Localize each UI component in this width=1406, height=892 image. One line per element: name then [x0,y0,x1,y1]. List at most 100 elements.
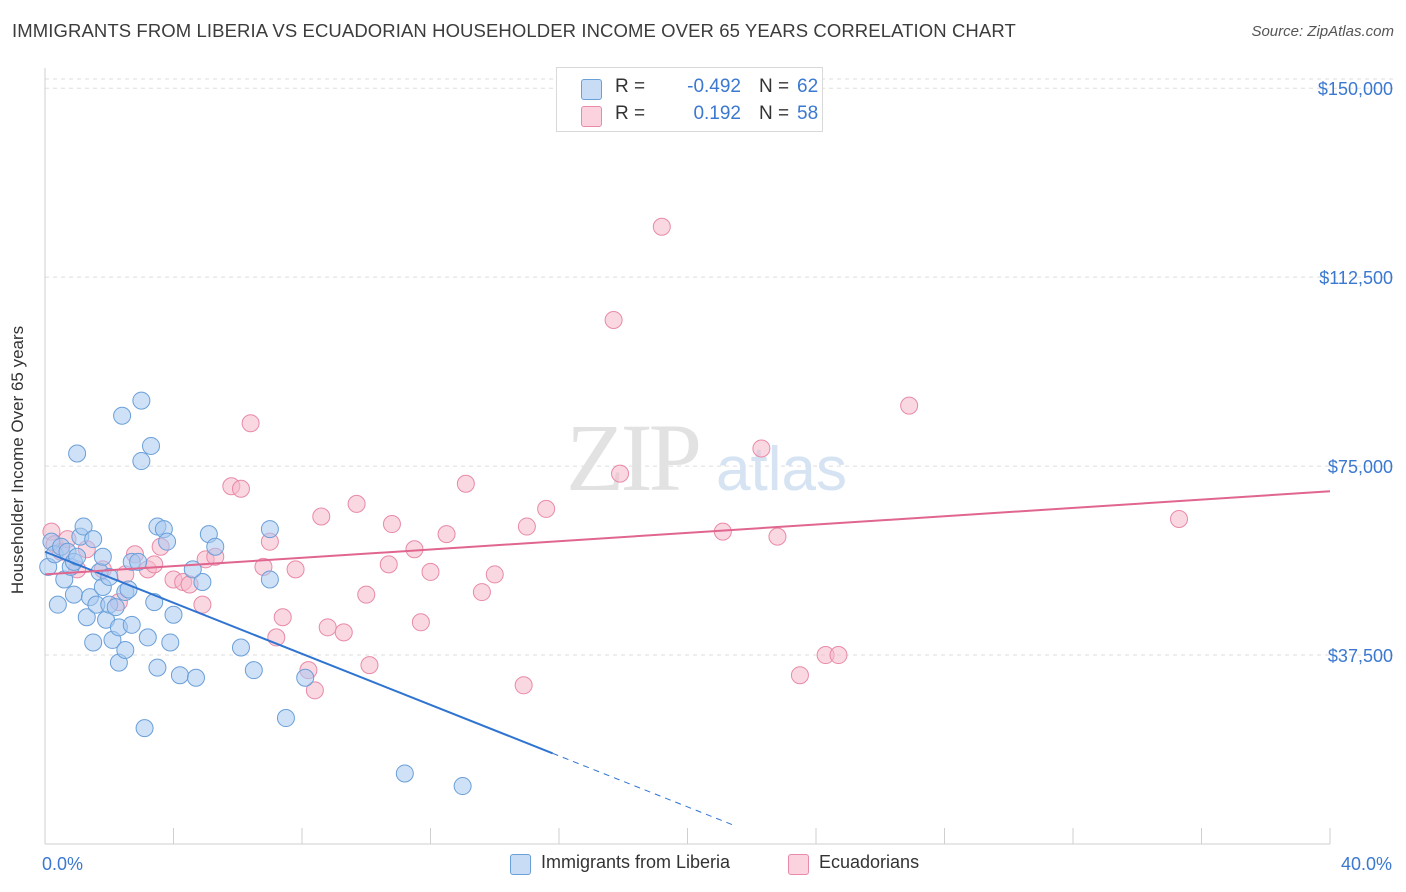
axis-layer [44,68,1331,845]
liberia-point [68,444,87,463]
ecuadorians-trend-line [44,490,1331,576]
liberia-point [77,608,96,627]
ecuadorians-point [437,525,456,544]
legend-r-label: R = [615,103,646,124]
liberia-point [244,661,263,680]
liberia-point [206,537,225,556]
y-tick-label: $150,000 [1318,79,1393,99]
ecuadorians-point [312,507,331,526]
legend-n-label: N = [759,103,790,124]
liberia-point [122,615,141,634]
ecuadorians-point [360,656,379,675]
ecuadorians-point [318,618,337,637]
bottom-legend-label-ecuadorians: Ecuadorians [819,852,920,872]
liberia-point [132,391,151,410]
liberia-point [84,633,103,652]
liberia-point [164,605,183,624]
bottom-legend-swatch-ecuadorians [788,854,809,875]
x-tick-label: 0.0% [42,854,83,874]
liberia-point [142,436,161,455]
ecuadorians-point [611,464,630,483]
liberia-point [183,560,202,579]
ecuadorians-point [900,396,919,415]
ecuadorians-point [241,414,260,433]
ecuadorians-point [517,517,536,536]
ecuadorians-point [347,494,366,513]
ecuadorians-point [411,613,430,632]
ecuadorians-point [829,646,848,665]
ecuadorians-point [1170,510,1189,529]
legend-r-label: R = [615,76,646,97]
ecuadorians-point [305,681,324,700]
liberia-point [193,572,212,591]
source-label: Source: ZipAtlas.com [1251,23,1394,40]
ecuadorians-point [752,439,771,458]
bottom-legend-swatch-liberia [510,854,531,875]
liberia-point [132,452,151,471]
ecuadorians-point [768,527,787,546]
trend-lines [44,490,1331,827]
liberia-point [170,666,189,685]
ecuadorians-point [193,595,212,614]
y-tick-label: $37,500 [1328,646,1393,666]
liberia-point [116,641,135,660]
ecuadorians-point [286,560,305,579]
legend-swatch-ecuadorians [581,106,602,127]
liberia-point [231,638,250,657]
y-axis-label-wrap: Householder Income Over 65 years [8,300,28,620]
liberia-point [145,593,164,612]
watermark-atlas: atlas [716,435,847,504]
legend-r-value-ecuadorians: 0.192 [693,103,741,124]
liberia-point [64,585,83,604]
liberia-point [119,580,138,599]
ecuadorians-point [421,562,440,581]
liberia-point [135,719,154,738]
liberia-point [138,628,157,647]
liberia-point [158,532,177,551]
tick-labels: $37,500 $75,000 $112,500 $150,000 0.0% 40.0% [42,79,1393,874]
liberia-point [129,552,148,571]
liberia-point [74,517,93,536]
liberia-point [395,764,414,783]
ecuadorians-point [231,479,250,498]
liberia-point [161,633,180,652]
ecuadorians-point [145,555,164,574]
liberia-point [260,520,279,539]
y-axis-label: Householder Income Over 65 years [8,325,27,595]
liberia-point [106,598,125,617]
ecuadorians-point [382,515,401,534]
x-tick-label: 40.0% [1341,854,1392,874]
liberia-point [260,570,279,589]
ecuadorians-point [456,474,475,493]
ecuadorians-point [652,217,671,236]
liberia-points [39,391,472,796]
bottom-legend-label-liberia: Immigrants from Liberia [541,852,731,872]
ecuadorians-point [604,310,623,329]
ecuadorians-point [273,608,292,627]
liberia-trend-extension [552,752,736,827]
ecuadorians-point [472,583,491,602]
liberia-point [48,595,67,614]
correlation-legend: R = -0.492 N = 62 R = 0.192 N = 58 [556,67,823,132]
liberia-trend-line [44,550,553,755]
legend-n-value-ecuadorians: 58 [797,103,819,124]
ecuadorians-point [485,565,504,584]
legend-n-label: N = [759,76,790,97]
legend-swatch-liberia [581,79,602,100]
liberia-point [93,547,112,566]
ecuadorians-point [537,499,556,518]
legend-n-value-liberia: 62 [797,76,819,97]
ecuadorians-point [790,666,809,685]
y-tick-label: $75,000 [1328,457,1393,477]
legend-r-value-liberia: -0.492 [687,76,741,97]
liberia-point [186,668,205,687]
ecuadorians-point [514,676,533,695]
y-tick-label: $112,500 [1319,268,1393,288]
watermark-zip: ZIP [566,404,699,511]
ecuadorians-point [357,585,376,604]
chart-title: IMMIGRANTS FROM LIBERIA VS ECUADORIAN HO… [12,20,1016,41]
liberia-point [84,530,103,549]
ecuadorians-point [334,623,353,642]
watermark: ZIP atlas [566,404,847,511]
